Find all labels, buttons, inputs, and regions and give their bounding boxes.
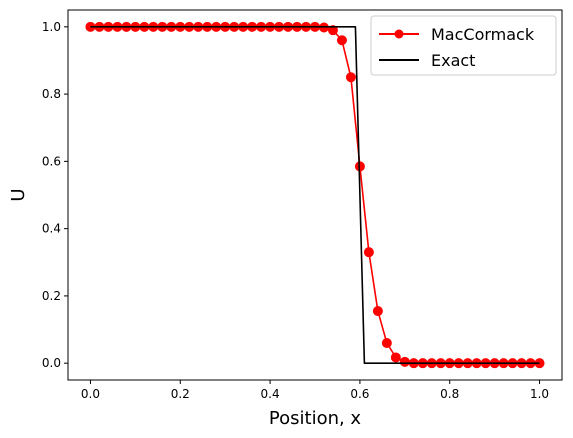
x-tick-label: 0.0 <box>81 387 100 401</box>
x-axis-label: Position, x <box>269 408 362 429</box>
x-tick-label: 0.4 <box>261 387 280 401</box>
x-tick-label: 0.2 <box>171 387 190 401</box>
y-axis-ticks: 0.0 0.2 0.4 0.6 0.8 1.0 <box>42 20 68 370</box>
data-point-maccormack <box>327 25 338 36</box>
y-tick-label: 0.0 <box>42 356 61 370</box>
data-point-maccormack <box>399 356 410 367</box>
series-line-maccormack <box>90 26 540 364</box>
data-point-maccormack <box>336 35 347 46</box>
axes-frame <box>67 9 563 381</box>
series-line-exact <box>90 26 540 364</box>
legend: MacCormack Exact <box>370 15 557 76</box>
y-tick-label: 0.6 <box>42 154 61 168</box>
x-tick-label: 0.8 <box>440 387 459 401</box>
y-tick-label: 0.2 <box>42 289 61 303</box>
data-point-maccormack <box>381 338 392 348</box>
legend-label-exact: Exact <box>431 51 475 70</box>
y-tick-label: 0.4 <box>42 222 61 236</box>
legend-marker-maccormack <box>394 29 404 39</box>
plot-area <box>85 21 545 369</box>
data-point-maccormack <box>390 352 401 363</box>
y-tick-label: 1.0 <box>42 20 61 34</box>
x-tick-label: 1.0 <box>530 387 549 401</box>
y-axis-label: U <box>8 188 29 201</box>
x-tick-label: 0.6 <box>350 387 369 401</box>
y-tick-label: 0.8 <box>42 87 61 101</box>
data-point-maccormack <box>345 72 356 83</box>
x-axis-ticks: 0.0 0.2 0.4 0.6 0.8 1.0 <box>81 380 549 401</box>
data-point-maccormack <box>372 306 383 317</box>
legend-label-maccormack: MacCormack <box>431 25 535 44</box>
data-point-maccormack <box>363 247 374 258</box>
